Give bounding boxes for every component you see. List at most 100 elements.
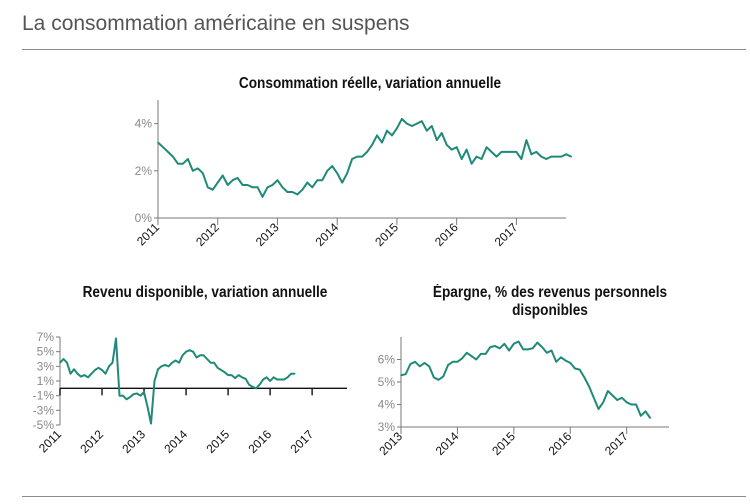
consommation-data-point [455,146,458,148]
revenu-data-point [83,374,86,376]
revenu-series-line [59,337,295,425]
revenu-data-point [258,383,261,386]
revenu-data-point [101,369,103,371]
revenu-data-point [213,361,215,364]
epargne-data-point [621,396,623,399]
revenu-data-point [220,369,222,371]
epargne-data-point [466,351,468,354]
consommation-data-point [535,151,538,153]
consommation-data-point [286,191,289,193]
consommation-data-point [396,127,398,130]
epargne-data-point [447,364,449,366]
revenu-data-point [139,394,142,397]
consommation-data-point [216,181,219,184]
consommation-data-point [192,170,194,172]
epargne-data-point [588,385,590,388]
epargne-data-point [569,362,572,364]
consommation-data-point [505,151,508,153]
revenu-data-point [132,393,135,396]
revenu-data-point [216,367,219,369]
consommation-data-point [545,158,548,160]
consommation-data-point [470,162,473,165]
revenu-data-point [279,378,282,381]
epargne-data-point [564,359,567,362]
consommation-data-point [555,155,558,158]
revenu-data-point [290,372,292,375]
consommation-data-point [530,153,533,156]
revenu-data-point [227,374,229,376]
consommation-data-point [565,153,567,156]
consommation-data-point [316,179,319,182]
epargne-y-tick-label: 6% [378,353,396,367]
revenu-data-point [153,380,156,382]
consommation-data-point [331,165,334,167]
consommation-data-point [416,122,418,125]
consommation-data-point [515,151,518,153]
revenu-data-point [125,398,128,401]
consommation-data-point [226,184,229,186]
consommation-data-point [306,181,309,184]
revenu-data-point [118,394,121,397]
revenu-data-point [136,392,138,395]
consommation-data-point [276,179,279,182]
epargne-data-point [578,368,581,371]
consommation-data-point [202,172,204,174]
revenu-data-point [108,365,110,368]
revenu-y-tick-label: -3% [33,403,55,417]
revenu-data-point [90,372,93,375]
revenu-data-point [167,365,170,368]
revenu-x-tick-label: 2015 [203,427,232,456]
consommation-data-point [366,151,368,153]
epargne-data-point [409,363,412,365]
revenu-data-point [59,361,61,364]
consommation-y-tick-label: 0% [135,211,153,225]
epargne-data-point [414,360,416,363]
epargne-data-point [602,401,604,404]
consommation-data-point [251,186,254,189]
consommation-data-point [371,144,373,146]
epargne-data-point [494,345,496,347]
epargne-data-point [437,378,440,381]
epargne-data-point [522,348,525,351]
epargne-data-point [611,394,614,397]
epargne-data-point [442,375,445,378]
consommation-data-point [426,129,428,132]
consommation-data-point [485,146,488,148]
consommation-data-point [435,139,438,141]
consommation-data-point [480,158,483,160]
revenu-y-tick-label: -1% [33,389,55,403]
epargne-data-point [527,348,529,351]
epargne-data-point [555,360,557,363]
revenu-data-point [122,394,124,397]
revenu-data-point [174,359,177,362]
consommation-data-point [570,155,572,158]
top-divider [22,49,746,50]
epargne-data-point [592,396,595,399]
consommation-data-point [336,172,339,174]
epargne-data-point [550,349,553,352]
epargne-data-point [625,401,628,404]
revenu-data-point [293,372,296,375]
chart-title-epargne: Épargne, % des revenus personnels dispon… [432,284,668,319]
consommation-data-point [391,134,393,137]
revenu-data-point [94,369,96,371]
epargne-data-point [635,403,637,406]
consommation-data-point [162,146,164,148]
consommation-data-point [321,179,324,182]
page-title: La consommation américaine en suspens [22,12,410,35]
revenu-data-point [150,422,152,425]
consommation-data-point [261,195,264,198]
epargne-data-point [503,342,506,345]
consommation-data-point [475,155,478,158]
consommation-data-point [271,184,274,186]
epargne-data-point [428,365,431,368]
revenu-data-point [237,374,240,376]
epargne-data-point [451,360,454,363]
consommation-data-point [246,184,249,186]
epargne-data-point [541,346,543,348]
consommation-data-point [401,118,403,120]
epargne-data-point [583,376,586,379]
epargne-data-point [531,347,534,350]
revenu-y-tick-label: 1% [37,374,55,388]
